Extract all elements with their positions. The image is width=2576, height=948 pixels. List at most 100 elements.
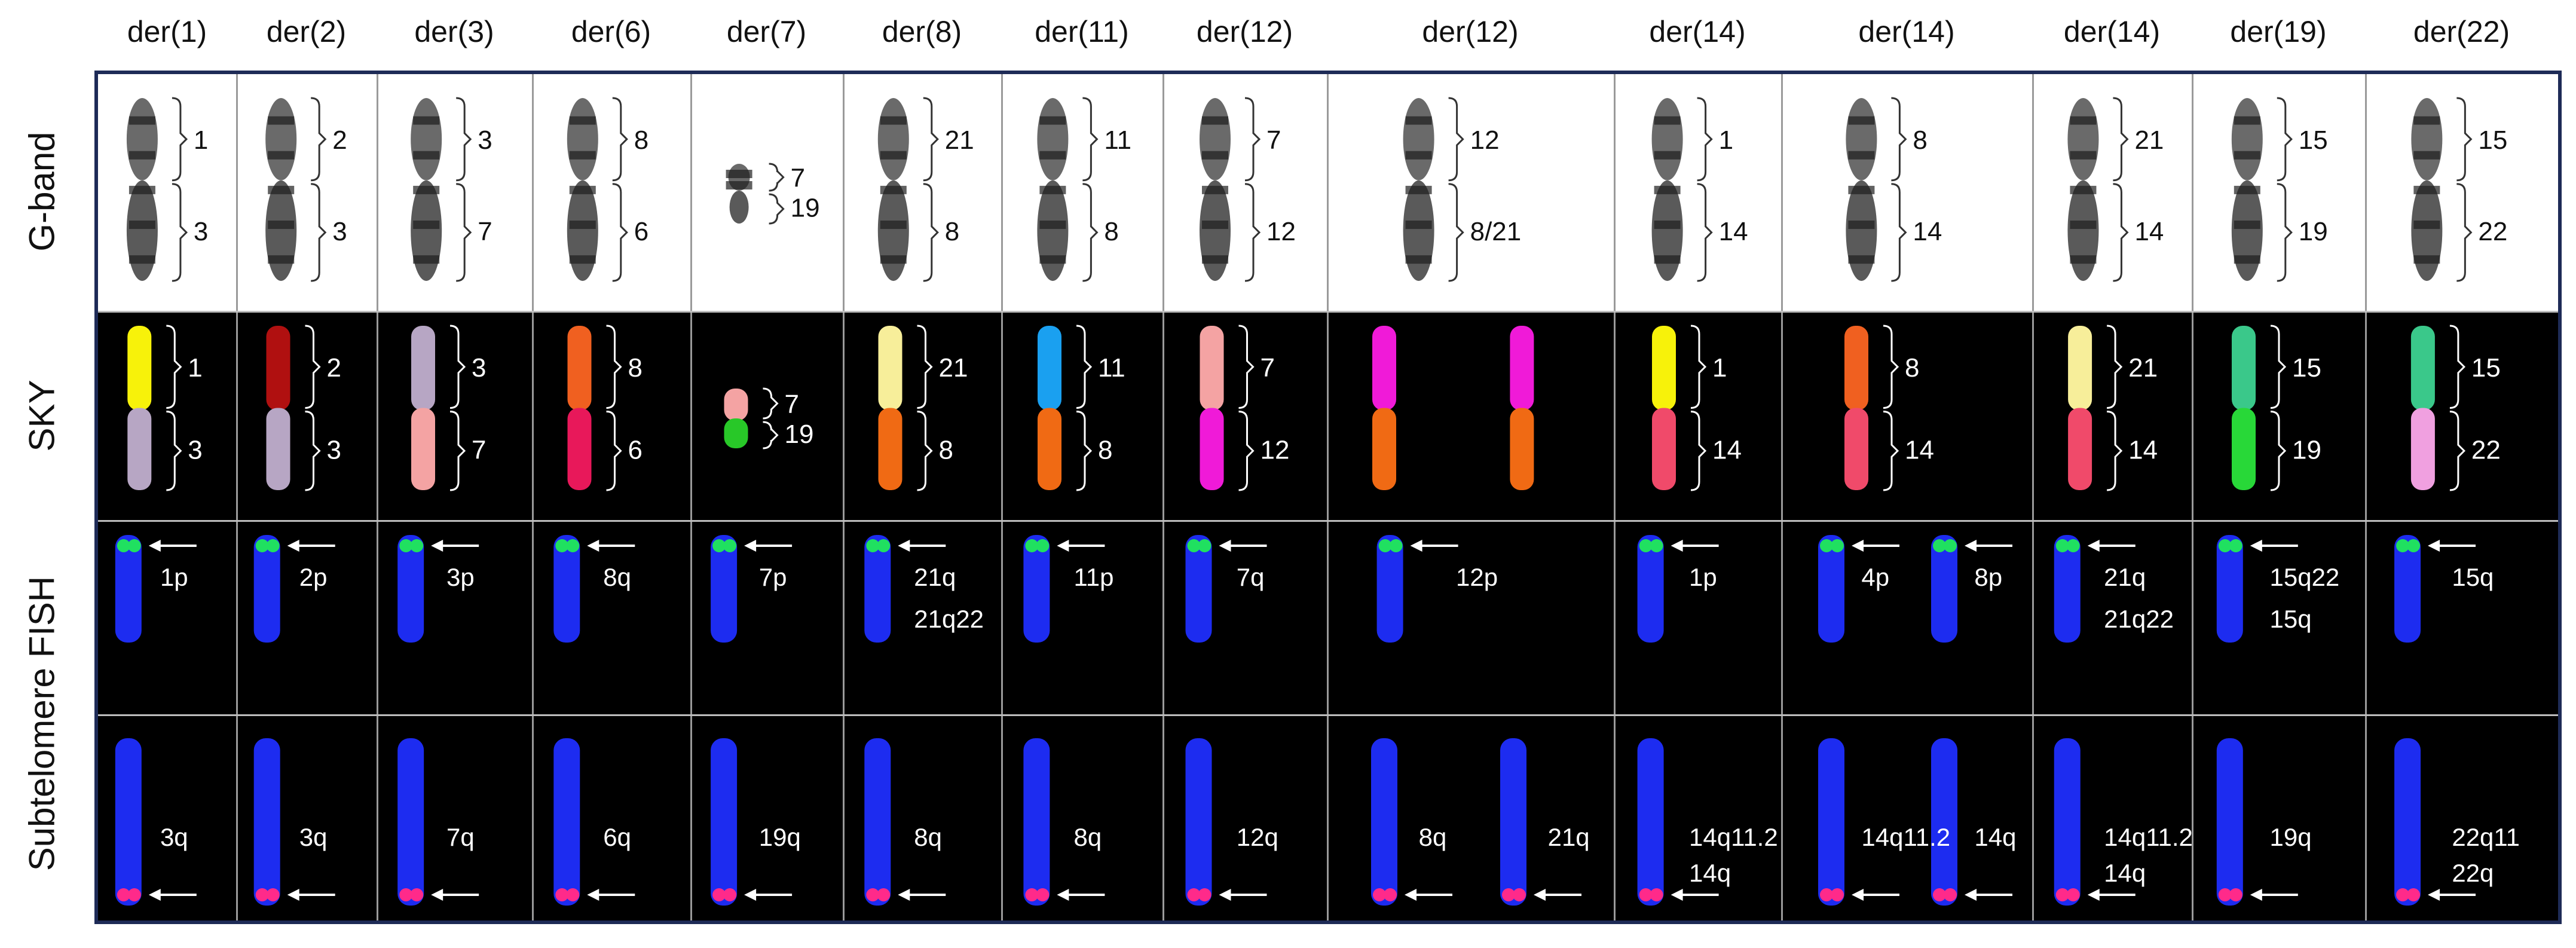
fish-chromosome <box>2394 738 2421 906</box>
sky-label: 8 <box>628 353 643 383</box>
sky-label: 8 <box>1905 353 1919 383</box>
sky-chromosome-segment <box>1844 408 1868 490</box>
sky-label: 3 <box>327 435 341 464</box>
fish-label: 21q <box>914 563 956 591</box>
probe-signal <box>1373 888 1386 901</box>
fish-q-cell: 14q11.2 14q <box>2054 738 2193 906</box>
probe-signal <box>2218 888 2232 901</box>
gband-band <box>1654 151 1681 160</box>
gband-cell: 23 <box>265 97 347 282</box>
sky-cell: 37 <box>411 325 486 491</box>
gband-band <box>1848 151 1875 160</box>
sky-label: 19 <box>2292 435 2321 464</box>
fish-label: 3q <box>299 823 328 851</box>
column-divider <box>1001 74 1003 921</box>
probe-signal <box>1036 539 1050 552</box>
gband-bracket <box>311 183 327 282</box>
probe-signal <box>1036 888 1050 901</box>
gband-cell: 21 8 <box>877 97 974 282</box>
sky-label: 22 <box>2471 435 2501 464</box>
sky-chromosome-segment <box>1038 326 1061 411</box>
gband-bracket <box>1244 97 1261 182</box>
gband-label: 12 <box>1470 126 1500 155</box>
fish-chromosome <box>1931 535 1957 643</box>
fish-label: 8q <box>603 563 631 591</box>
fish-q-cell: 8q <box>864 738 946 906</box>
column-header: der(3) <box>414 15 494 48</box>
probe-signal <box>2055 539 2069 552</box>
sky-bracket <box>606 411 622 491</box>
sky-label: 14 <box>2128 435 2158 464</box>
fish-q-cell: 14q11.2 14q <box>1818 738 2016 906</box>
gband-cell: 1 14 <box>1651 97 1748 282</box>
signal-arrow-head <box>148 540 161 552</box>
sky-label: 14 <box>1712 435 1742 464</box>
gband-band <box>1039 185 1066 194</box>
fish-label: 14q11.2 <box>1861 823 1950 851</box>
fish-chromosome <box>1637 738 1664 906</box>
gband-label: 2 <box>332 126 347 155</box>
fish-chromosome <box>1637 535 1664 643</box>
fish-label: 14q <box>1974 823 2016 851</box>
fish-p-cell: 4p 8p <box>1818 535 2012 643</box>
gband-band <box>1039 116 1066 125</box>
fish-q-cell: 3q <box>115 738 197 906</box>
gband-bracket <box>456 97 472 182</box>
fish-chromosome <box>1818 535 1844 643</box>
fish-label: 8q <box>1074 823 1102 851</box>
sky-cell: 23 <box>266 325 341 491</box>
fish-chromosome <box>1371 738 1397 906</box>
column-divider <box>377 74 378 921</box>
probe-signal <box>1198 539 1211 552</box>
probe-signal <box>2066 888 2080 901</box>
gband-label: 6 <box>634 217 648 246</box>
gband-bracket <box>923 183 939 282</box>
fish-label: 19q <box>759 823 801 851</box>
fish-chromosome <box>397 738 424 906</box>
column-header: der(7) <box>726 15 807 48</box>
gband-bracket <box>2277 97 2293 182</box>
fish-label: 15q22 <box>2270 563 2340 591</box>
sky-label: 14 <box>1905 435 1934 464</box>
column-header: der(12) <box>1196 15 1293 48</box>
probe-signal <box>2066 539 2080 552</box>
column-header: der(1) <box>127 15 207 48</box>
column-header: der(14) <box>2063 15 2161 48</box>
gband-band <box>1039 151 1066 160</box>
sky-chromosome-segment <box>1510 408 1534 490</box>
fish-label: 4p <box>1861 563 1889 591</box>
gband-band <box>1039 221 1066 230</box>
signal-arrow-head <box>744 540 757 552</box>
sky-cell: 1 14 <box>1652 325 1742 491</box>
gband-label: 15 <box>2299 126 2328 155</box>
gband-band <box>1039 255 1066 264</box>
sky-bracket <box>2107 325 2123 409</box>
sky-label: 21 <box>939 353 968 383</box>
gband-cell: 8 14 <box>1846 97 1942 282</box>
sky-bracket <box>1076 325 1093 409</box>
gband-band <box>129 255 155 264</box>
gband-band <box>1654 185 1681 194</box>
column-divider <box>843 74 845 921</box>
sky-chromosome-segment <box>2410 326 2435 411</box>
gband-band <box>1848 116 1875 125</box>
fish-chromosome <box>553 535 580 643</box>
sky-chromosome-segment <box>567 408 592 490</box>
gband-band <box>129 221 155 230</box>
fish-q-cell: 22q11 22q <box>2394 738 2520 906</box>
gband-label: 1 <box>1719 126 1733 155</box>
column-header: der(22) <box>2413 15 2510 48</box>
probe-signal <box>566 539 580 552</box>
sky-label: 21 <box>2128 353 2158 383</box>
gband-bracket <box>612 97 628 182</box>
fish-label: 12p <box>1456 563 1498 591</box>
probe-signal <box>1639 888 1653 901</box>
sky-label: 3 <box>472 353 486 383</box>
gband-band <box>569 221 596 230</box>
probe-signal <box>127 888 141 901</box>
gband-band <box>129 185 155 194</box>
column-header: der(14) <box>1858 15 1955 48</box>
gband-band <box>268 116 295 125</box>
